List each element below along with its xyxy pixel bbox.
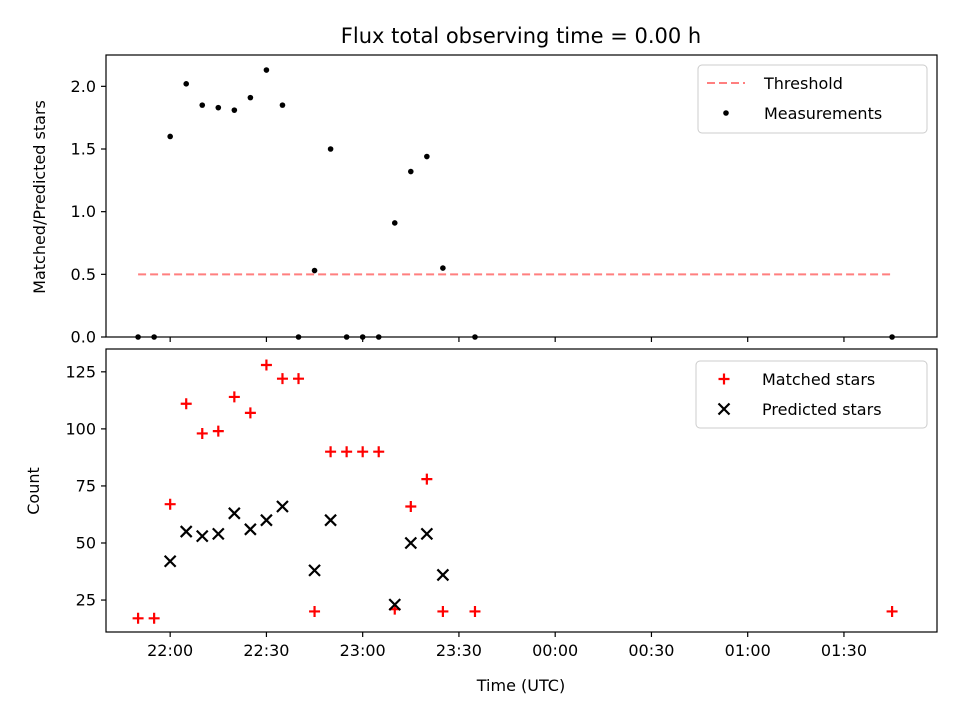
data-point: [167, 133, 173, 140]
legend: Matched stars Predicted stars: [695, 360, 928, 429]
data-point: [293, 373, 305, 385]
data-point: [325, 446, 337, 458]
data-point: [404, 536, 418, 550]
data-point: [247, 94, 254, 101]
data-point: [309, 605, 321, 617]
x-tick-label: 00:30: [628, 641, 674, 660]
data-point: [357, 446, 369, 458]
y-tick-label: 25: [76, 591, 96, 610]
legend-swatch: [718, 373, 730, 385]
legend-label: Predicted stars: [762, 400, 882, 419]
data-point: [436, 568, 450, 582]
data-point: [276, 500, 289, 513]
x-axis-label: Time (UTC): [476, 676, 565, 695]
data-point: [228, 507, 241, 520]
data-point: [215, 104, 222, 111]
legend-box: [695, 360, 928, 429]
y-tick-label: 0.0: [71, 328, 96, 347]
data-point: [420, 527, 434, 541]
data-point: [164, 498, 176, 510]
data-point: [373, 446, 385, 458]
data-point: [886, 605, 898, 617]
bottom-ylabel: Count: [24, 467, 43, 515]
data-point: [424, 153, 430, 160]
data-point: [148, 612, 160, 624]
data-point: [388, 598, 402, 611]
top-ylabel: Matched/Predicted stars: [30, 100, 49, 294]
legend-box: [697, 64, 928, 134]
data-point: [183, 81, 190, 87]
y-tick-label: 75: [76, 476, 96, 495]
x-tick-label: 00:00: [532, 641, 578, 660]
y-tick-label: 100: [65, 419, 96, 438]
legend-label: Matched stars: [762, 370, 875, 389]
data-point: [196, 427, 208, 439]
data-point: [260, 359, 272, 371]
data-point: [408, 168, 414, 175]
series-measurements: [135, 67, 895, 340]
legend-swatch: [717, 402, 731, 416]
data-point: [469, 605, 481, 617]
panel-counts: 25 50 75 100 125 22:00 22:30 23:00 23:30 00:00 00:…: [65, 348, 938, 660]
data-point: [263, 67, 270, 73]
data-point: [228, 391, 240, 403]
data-point: [180, 398, 192, 410]
x-tick-label: 01:30: [821, 641, 867, 660]
data-point: [421, 473, 433, 485]
plot-frame: [105, 54, 938, 338]
data-point: [179, 525, 193, 538]
x-tick-label: 23:00: [340, 641, 386, 660]
data-point: [391, 220, 398, 226]
legend-label: Threshold: [763, 74, 843, 93]
y-tick-label: 2.0: [71, 77, 96, 96]
data-point: [132, 612, 144, 624]
legend-swatch: [723, 110, 729, 116]
data-point: [244, 523, 257, 536]
legend-label: Measurements: [764, 104, 882, 123]
y-tick-label: 125: [65, 362, 96, 381]
plot-frame: [105, 348, 938, 633]
chart-title: Flux total observing time = 0.00 h: [341, 24, 701, 48]
data-point: [308, 564, 321, 577]
data-point: [327, 146, 334, 152]
x-tick-label: 01:00: [725, 641, 771, 660]
data-point: [276, 373, 288, 385]
data-point: [279, 102, 286, 108]
data-point: [199, 102, 206, 108]
legend: Threshold Measurements: [697, 64, 928, 134]
data-point: [260, 513, 273, 527]
data-point: [440, 265, 446, 271]
data-point: [405, 500, 417, 512]
data-point: [341, 446, 353, 458]
data-point: [195, 529, 209, 543]
data-point: [437, 605, 449, 617]
data-point: [311, 267, 318, 274]
data-point: [324, 513, 337, 527]
series-matched-stars: [132, 359, 898, 624]
y-tick-label: 1.0: [71, 202, 96, 221]
data-point: [212, 425, 224, 437]
y-tick-label: 50: [76, 533, 96, 552]
x-tick-label: 23:30: [436, 641, 482, 660]
data-point: [244, 407, 256, 419]
y-tick-label: 1.5: [71, 140, 96, 159]
series-predicted-stars: [163, 500, 450, 611]
panel-ratio: 0.0 0.5 1.0 1.5 2.0 Threshold Measurements: [71, 54, 938, 347]
y-tick-label: 0.5: [71, 265, 96, 284]
data-point: [163, 554, 177, 568]
data-point: [231, 107, 238, 113]
data-point: [212, 527, 225, 541]
x-tick-label: 22:30: [243, 641, 289, 660]
x-tick-label: 22:00: [147, 641, 193, 660]
